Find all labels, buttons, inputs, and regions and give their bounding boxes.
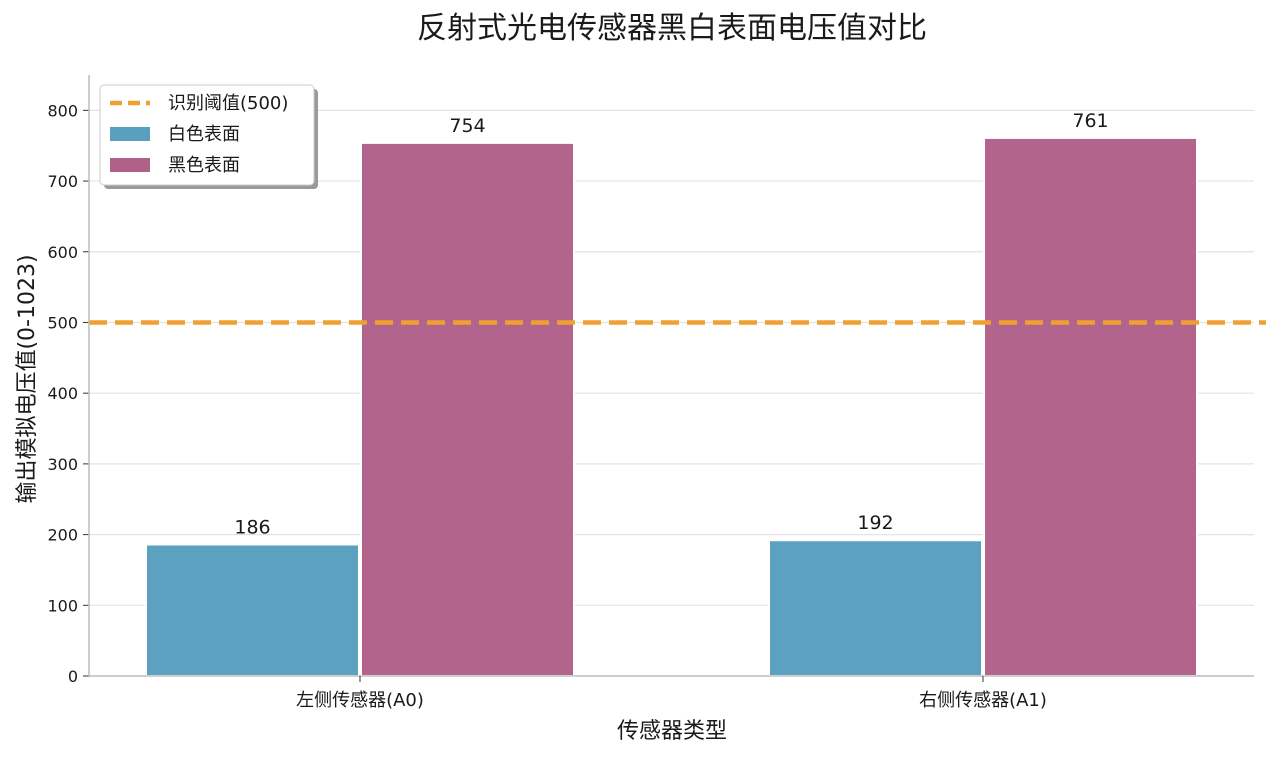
y-tick-label: 0 — [68, 667, 78, 686]
chart-title: 反射式光电传感器黑白表面电压值对比 — [417, 11, 927, 46]
y-axis-title: 输出模拟电压值(0-1023) — [15, 254, 40, 503]
bar-value-label: 754 — [449, 115, 485, 137]
x-tick-label: 右侧传感器(A1) — [919, 690, 1047, 711]
x-axis-title: 传感器类型 — [617, 719, 727, 744]
y-tick-label: 200 — [47, 526, 78, 545]
bar-value-label: 186 — [234, 516, 270, 538]
legend-white-surface-swatch — [110, 127, 150, 141]
x-tick-label: 左侧传感器(A0) — [296, 690, 424, 711]
bar-black-surface — [360, 141, 575, 678]
bar-white-surface — [145, 543, 360, 677]
bar-black-surface — [983, 136, 1198, 678]
legend-threshold-label: 识别阈值(500) — [168, 93, 288, 114]
y-tick-label: 100 — [47, 596, 78, 615]
y-tick-label: 300 — [47, 455, 78, 474]
legend-black-surface-swatch — [110, 158, 150, 172]
legend-black-surface-label: 黑色表面 — [168, 155, 240, 176]
axes-group: 0 100 200 300 400 500 600 700 800 左侧传感器(A0) 右侧传感器(… — [47, 75, 1254, 711]
bar-value-label: 192 — [857, 512, 893, 534]
bars-group — [145, 136, 1198, 678]
y-tick-label: 400 — [47, 384, 78, 403]
legend-white-surface-label: 白色表面 — [168, 124, 240, 145]
y-tick-label: 700 — [47, 172, 78, 191]
value-labels-group: 186 754 192 761 — [234, 110, 1108, 539]
y-tick-label: 500 — [47, 313, 78, 332]
y-tick-label: 600 — [47, 243, 78, 262]
y-tick-label: 800 — [47, 101, 78, 120]
legend-box — [99, 84, 315, 186]
bar-value-label: 761 — [1072, 110, 1108, 132]
bar-white-surface — [768, 539, 983, 677]
